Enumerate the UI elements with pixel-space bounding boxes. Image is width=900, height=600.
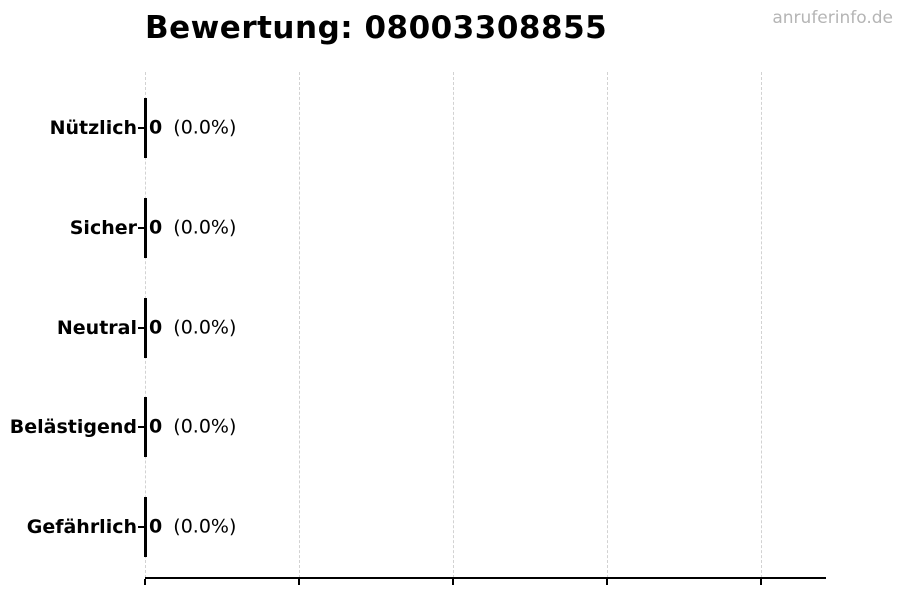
y-axis-tick (138, 426, 145, 428)
value-percent: (0.0%) (173, 116, 237, 139)
value-percent: (0.0%) (173, 216, 237, 239)
value-label: 0 (0.0%) (149, 516, 236, 538)
plot-area (145, 72, 825, 578)
y-axis-tick (138, 327, 145, 329)
y-axis-tick (138, 227, 145, 229)
x-axis-tick (452, 579, 454, 585)
x-axis-line (145, 577, 826, 579)
value-label: 0 (0.0%) (149, 416, 236, 438)
category-label: Belästigend (9, 416, 137, 438)
bar-nuetzlich (144, 98, 147, 158)
gridline (607, 72, 608, 578)
bar-sicher (144, 198, 147, 258)
value-count: 0 (149, 216, 163, 239)
bar-belaestigend (144, 397, 147, 457)
category-label: Nützlich (49, 117, 137, 139)
x-axis-tick (298, 579, 300, 585)
value-percent: (0.0%) (173, 316, 237, 339)
bar-neutral (144, 298, 147, 358)
bar-gefaehrlich (144, 497, 147, 557)
y-axis-tick (138, 526, 145, 528)
category-label: Sicher (69, 217, 137, 239)
value-label: 0 (0.0%) (149, 317, 236, 339)
gridline (299, 72, 300, 578)
value-count: 0 (149, 116, 163, 139)
value-label: 0 (0.0%) (149, 117, 236, 139)
chart-title: Bewertung: 08003308855 (145, 10, 608, 46)
category-label: Gefährlich (26, 516, 137, 538)
category-label: Neutral (56, 317, 137, 339)
value-count: 0 (149, 415, 163, 438)
value-percent: (0.0%) (173, 515, 237, 538)
gridline (761, 72, 762, 578)
x-axis-tick (606, 579, 608, 585)
value-count: 0 (149, 515, 163, 538)
value-label: 0 (0.0%) (149, 217, 236, 239)
watermark-text: anruferinfo.de (772, 8, 893, 28)
value-count: 0 (149, 316, 163, 339)
value-percent: (0.0%) (173, 415, 237, 438)
y-axis-tick (138, 127, 145, 129)
x-axis-tick (760, 579, 762, 585)
x-axis-tick (144, 579, 146, 585)
gridline (453, 72, 454, 578)
